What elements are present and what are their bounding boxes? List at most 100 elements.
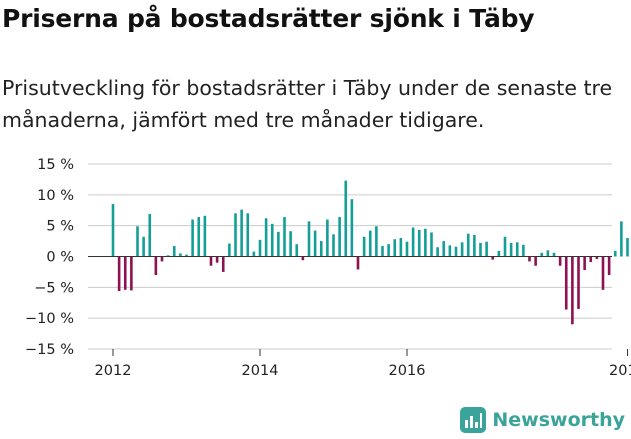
bar [344, 180, 348, 257]
bar [295, 244, 299, 257]
bar [613, 250, 617, 257]
y-tick-label: 15 % [37, 157, 74, 173]
bar [209, 256, 213, 266]
bar [417, 229, 421, 257]
bar [448, 245, 452, 257]
bar [466, 233, 470, 257]
bar [491, 256, 495, 260]
bar [362, 236, 366, 257]
bar [497, 250, 501, 257]
bar [442, 241, 446, 257]
bar [172, 246, 176, 257]
bar [515, 242, 519, 257]
bar [552, 252, 556, 257]
bar [485, 241, 488, 257]
bar [479, 242, 482, 257]
bar [393, 239, 397, 257]
bar [142, 236, 145, 257]
bar [252, 251, 256, 257]
bar [558, 256, 562, 266]
bar [540, 252, 544, 257]
bar [111, 204, 115, 257]
bar [583, 256, 586, 271]
bar [595, 256, 599, 259]
bar [123, 256, 127, 290]
bar [221, 256, 225, 272]
bar [338, 217, 341, 257]
bar [270, 223, 274, 257]
bar [430, 232, 433, 257]
bar [528, 256, 531, 262]
brand-logo: Newsworthy [460, 407, 625, 433]
bar [332, 234, 335, 257]
y-tick-label: −5 % [34, 280, 74, 296]
bar [460, 242, 464, 257]
x-tick-label: 2012 [95, 363, 132, 379]
bar [399, 238, 403, 257]
bar [607, 256, 611, 275]
bar [154, 256, 158, 275]
x-tick-label: 2014 [242, 363, 279, 379]
bar [301, 256, 305, 261]
bar [436, 247, 439, 257]
bar [240, 209, 243, 257]
y-tick-label: 5 % [46, 219, 74, 235]
bar [307, 221, 311, 257]
bar [546, 250, 550, 257]
bar [160, 256, 164, 262]
bar [289, 231, 292, 257]
bar [387, 244, 390, 257]
bar [136, 226, 139, 257]
y-tick-label: −10 % [25, 311, 74, 327]
bar [503, 236, 507, 257]
bar [350, 199, 354, 257]
bar [620, 221, 623, 257]
bar [215, 256, 219, 263]
y-tick-label: 0 % [46, 250, 74, 266]
bar [277, 231, 280, 257]
bar [203, 215, 207, 257]
bar [522, 244, 525, 257]
chart-title: Priserna på bostadsrätter sjönk i Täby [2, 4, 535, 33]
bar [626, 238, 629, 257]
bar [258, 239, 262, 257]
bar [179, 253, 182, 257]
bar [148, 213, 152, 257]
bars [111, 180, 629, 325]
bar [454, 246, 458, 257]
bar [381, 246, 384, 257]
bar [601, 256, 605, 290]
bar [411, 227, 415, 257]
x-tick-label: 2019 [609, 363, 631, 379]
bar [130, 256, 133, 291]
x-tick-label: 2016 [389, 363, 426, 379]
bar [589, 256, 593, 263]
bar [326, 219, 329, 257]
bar [473, 234, 476, 257]
bar [228, 243, 231, 257]
bar [571, 256, 574, 325]
y-tick-label: −15 % [25, 342, 74, 358]
y-tick-label: 10 % [37, 188, 74, 204]
bar [375, 226, 378, 257]
bar [166, 255, 170, 257]
bar [424, 228, 427, 257]
bar [319, 241, 323, 257]
bar [577, 256, 580, 309]
bar [405, 241, 409, 257]
newsworthy-chart-logo-icon [460, 407, 487, 433]
x-axis-ticks: 2012201420162019202120232025 [95, 349, 631, 379]
y-axis-ticks: 15 % 10 % 5 % 0 % −5 % −10 % −15 % [25, 157, 74, 358]
brand-name: Newsworthy [492, 409, 625, 431]
bar [117, 256, 121, 292]
bar [509, 242, 513, 257]
bar [197, 217, 201, 257]
bar [246, 213, 250, 257]
bar [564, 256, 568, 310]
bar [368, 230, 372, 257]
bar [534, 256, 537, 266]
bar [191, 219, 194, 257]
chart-subtitle: Prisutveckling för bostadsrätter i Täby … [2, 76, 613, 132]
gridlines [88, 163, 612, 350]
